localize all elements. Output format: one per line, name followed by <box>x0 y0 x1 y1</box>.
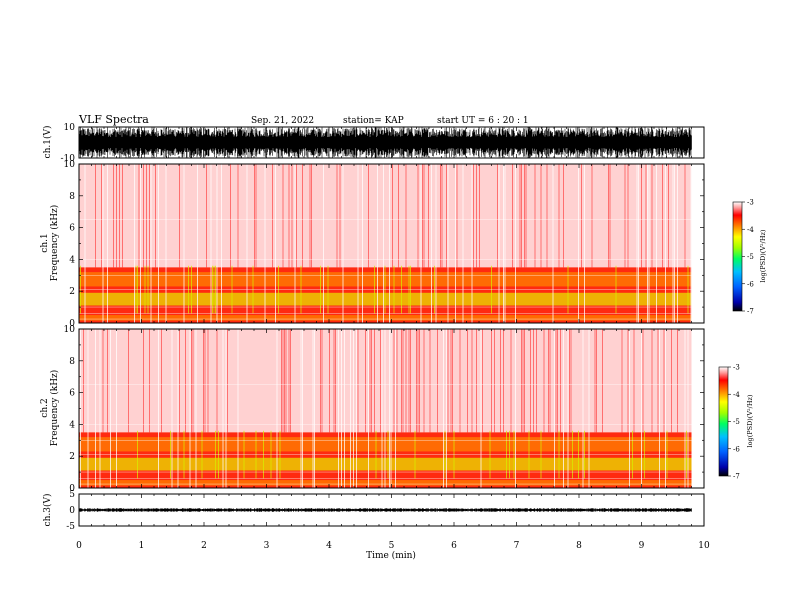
colorbar-tick-label: -3 <box>733 364 740 372</box>
waveform-ch1-panel: 10 -10 ch.1(V) <box>42 123 705 164</box>
x-tick-label: 6 <box>451 541 457 551</box>
x-tick-label: 0 <box>76 541 82 551</box>
colorbar-ch2 <box>718 366 729 477</box>
colorbar-ch1-label: log(PSD)(V²/Hz) <box>759 229 767 282</box>
y-tick-label: 4 <box>69 420 75 430</box>
y-tick-label: 0 <box>69 319 75 329</box>
colorbar-tick-label: -3 <box>747 199 754 207</box>
waveform-ch3-trace <box>79 508 692 512</box>
spectrogram-ch1-channel-label: ch.1 <box>40 233 50 252</box>
spectrogram-ch2-ylabel: Frequency (kHz) <box>49 370 60 447</box>
spectrogram-band-high <box>79 164 692 268</box>
x-tick-label: 2 <box>201 541 207 551</box>
colorbar-tick-label: -6 <box>747 280 754 288</box>
start-time-label: start UT = 6 : 20 : 1 <box>437 116 529 126</box>
x-tick-label: 10 <box>698 541 710 551</box>
date-label: Sep. 21, 2022 <box>251 116 314 126</box>
colorbar-tick-label: -7 <box>747 308 754 316</box>
x-axis-label: Time (min) <box>366 550 416 561</box>
y-tick-label: 8 <box>69 357 75 367</box>
waveform-ch3-ytick-mid: 0 <box>69 506 75 516</box>
y-tick-label: 4 <box>69 255 75 265</box>
waveform-ch3-ytick-bottom: -5 <box>66 522 75 532</box>
waveform-ch1-ytick-top: 10 <box>64 123 76 133</box>
x-tick-label: 1 <box>139 541 145 551</box>
x-axis-tick-labels: 0 1 2 3 4 5 6 7 8 9 10 <box>76 541 710 551</box>
waveform-ch3-ylabel: ch.3(V) <box>42 494 53 527</box>
y-tick-label: 10 <box>64 160 76 170</box>
spectrogram-ch1-ylabel: Frequency (kHz) <box>49 205 60 282</box>
waveform-ch1-ytick-bottom: -10 <box>61 154 76 164</box>
waveform-ch3-panel: 5 0 -5 ch.3(V) <box>42 490 705 532</box>
waveform-line <box>79 127 692 158</box>
colorbar-tick-label: -6 <box>733 445 740 453</box>
y-tick-label: 2 <box>69 452 75 462</box>
y-tick-label: 10 <box>64 325 76 335</box>
colorbar-ch2-label: log(PSD)(V²/Hz) <box>746 394 754 447</box>
x-tick-label: 5 <box>389 541 395 551</box>
figure-title: VLF Spectra <box>78 113 149 126</box>
colorbar-tick-label: -4 <box>733 391 740 399</box>
y-tick-label: 2 <box>69 287 75 297</box>
y-tick-label: 6 <box>69 389 75 399</box>
spectrogram-ch1-image <box>79 164 704 323</box>
x-tick-label: 3 <box>264 541 270 551</box>
colorbar-tick-label: -7 <box>733 473 740 481</box>
y-tick-label: 0 <box>69 484 75 494</box>
waveform-line <box>79 508 692 512</box>
colorbar-ch1 <box>732 201 743 312</box>
waveform-ch1-ylabel: ch.1(V) <box>42 126 53 159</box>
colorbar-tick-label: -4 <box>747 226 754 234</box>
x-tick-label: 9 <box>639 541 645 551</box>
spectrogram-band-base <box>79 315 692 321</box>
x-tick-label: 4 <box>326 541 332 551</box>
x-tick-label: 7 <box>514 541 520 551</box>
station-label: station= KAP <box>343 116 404 126</box>
colorbar-tick-label: -5 <box>747 253 754 261</box>
waveform-ch3-ytick-top: 5 <box>69 490 75 500</box>
y-tick-label: 8 <box>69 192 75 202</box>
y-tick-label: 6 <box>69 224 75 234</box>
spectrogram-ch2-channel-label: ch.2 <box>40 398 50 417</box>
x-tick-label: 8 <box>576 541 582 551</box>
waveform-ch1-trace <box>79 127 692 158</box>
colorbar-tick-label: -5 <box>733 418 740 426</box>
spectrogram-ch2-image <box>79 329 704 488</box>
